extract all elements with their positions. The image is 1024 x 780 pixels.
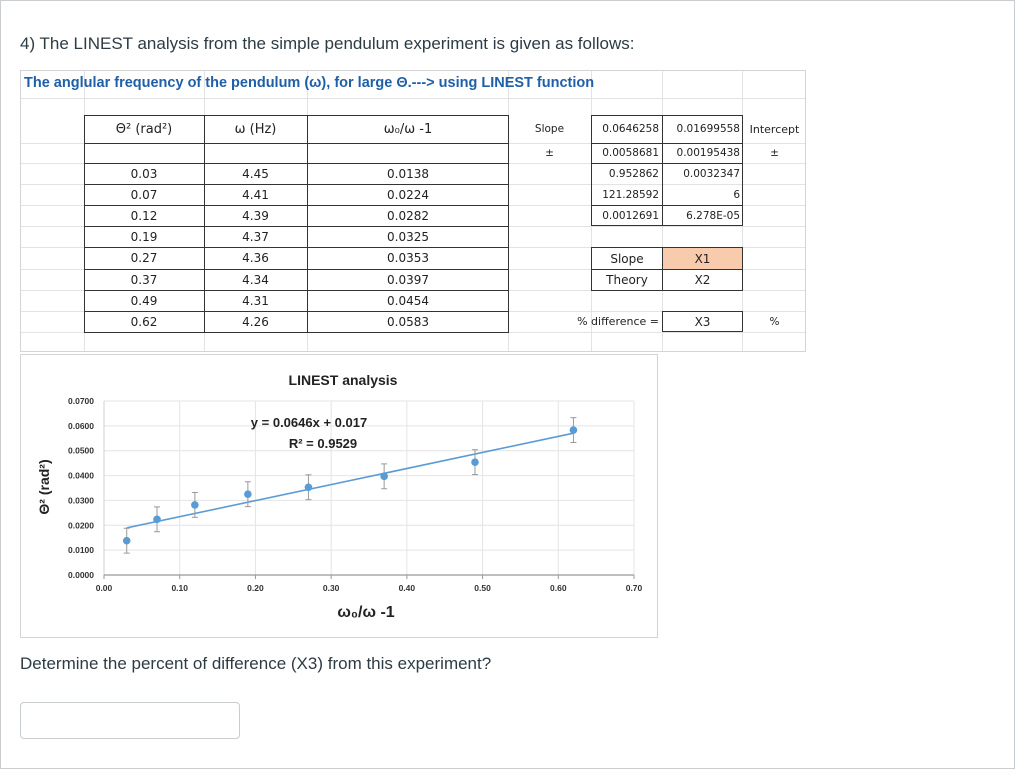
cell-omega-ratio: 0.0224: [387, 187, 429, 202]
data-point: [380, 472, 388, 481]
percent-unit: %: [769, 315, 780, 328]
cell-omega: 4.36: [242, 251, 269, 265]
cell-omega-ratio: 0.0353: [387, 251, 429, 265]
x-axis-label: ω₀/ω -1: [337, 604, 394, 621]
sheet-heading: The anglular frequency of the pendulum (…: [24, 75, 595, 91]
x-tick-label: 0.30: [323, 583, 340, 593]
linest-slope-value: 0.0646258: [602, 123, 659, 135]
y-tick-label: 0.0600: [68, 421, 94, 431]
x-tick-label: 0.10: [171, 583, 188, 593]
cell-theta-squared: 0.49: [130, 293, 158, 308]
cell-theta-squared: 0.62: [130, 314, 158, 329]
chart-title: LINEST analysis: [289, 372, 398, 388]
cell-omega-ratio: 0.0138: [387, 166, 429, 181]
col-header-omega-ratio: ω₀/ω -1: [383, 121, 433, 137]
data-point: [153, 515, 161, 524]
linest-slope-label: Slope: [534, 123, 565, 135]
linest-f-stat: 121.28592: [602, 188, 659, 201]
linest-chart: 0.00 0.10 0.20 0.30 0.40 0.50 0.60 0.70 0.0000 0.…: [20, 354, 658, 638]
trendline-r-squared: R² = 0.9529: [289, 436, 357, 451]
y-tick-label: 0.0300: [68, 495, 94, 505]
y-tick-label: 0.0400: [68, 471, 94, 481]
cell-omega-ratio: 0.0282: [387, 208, 429, 223]
cell-omega-ratio: 0.0325: [387, 229, 429, 244]
y-axis-label: Θ² (rad²): [36, 459, 52, 514]
question-prompt: Determine the percent of difference (X3)…: [20, 654, 492, 673]
y-tick-label: 0.0200: [68, 520, 94, 530]
data-point: [304, 483, 313, 492]
spreadsheet-image: The anglular frequency of the pendulum (…: [20, 70, 806, 352]
compare-slope-label: Slope: [610, 251, 644, 266]
linest-slope-error: 0.0058681: [602, 147, 659, 159]
linest-ss-reg: 0.0012691: [602, 209, 659, 222]
data-point: [569, 426, 578, 434]
data-point: [122, 536, 131, 545]
cell-omega: 4.26: [242, 314, 269, 329]
y-tick-label: 0.0000: [68, 570, 94, 580]
linest-intercept-label: Intercept: [749, 122, 800, 136]
x-tick-label: 0.50: [474, 583, 491, 593]
percent-difference-value: X3: [662, 311, 743, 332]
linest-pm-label: ±: [545, 147, 554, 159]
linest-pm-label-right: ±: [770, 147, 779, 159]
trendline: [126, 432, 574, 529]
cell-theta-squared: 0.03: [130, 166, 158, 181]
cell-theta-squared: 0.12: [130, 208, 158, 223]
cell-omega: 4.41: [242, 187, 269, 202]
answer-input[interactable]: [20, 702, 240, 739]
data-point: [471, 458, 479, 466]
col-header-theta-squared: Θ² (rad²): [115, 121, 173, 137]
cell-omega: 4.34: [242, 272, 269, 287]
linest-df: 6: [733, 188, 740, 201]
compare-slope-value: X1: [663, 248, 742, 269]
x-tick-label: 0.70: [626, 583, 643, 593]
y-tick-label: 0.0100: [68, 545, 94, 555]
y-tick-label: 0.0500: [68, 446, 94, 456]
cell-theta-squared: 0.07: [130, 187, 158, 202]
cell-omega: 4.39: [242, 208, 269, 223]
y-tick-label: 0.0700: [68, 396, 94, 406]
col-header-omega: ω (Hz): [234, 121, 277, 137]
cell-omega: 4.45: [242, 166, 269, 181]
compare-theory-label: Theory: [606, 273, 648, 287]
cell-theta-squared: 0.37: [130, 272, 158, 287]
question-title: 4) The LINEST analysis from the simple p…: [20, 34, 635, 53]
x-tick-label: 0.20: [247, 583, 264, 593]
linest-std-error-y: 0.0032347: [683, 167, 740, 180]
cell-theta-squared: 0.19: [130, 229, 158, 244]
data-point: [244, 490, 252, 499]
cell-omega: 4.37: [242, 229, 269, 244]
linest-intercept-value: 0.01699558: [676, 123, 740, 135]
linest-ss-resid: 6.278E-05: [686, 209, 740, 222]
x-tick-label: 0.00: [96, 583, 113, 593]
linest-intercept-error: 0.00195438: [676, 147, 740, 159]
data-point: [191, 501, 199, 509]
cell-theta-squared: 0.27: [130, 251, 158, 265]
cell-omega: 4.31: [242, 293, 269, 308]
cell-omega-ratio: 0.0397: [387, 272, 429, 287]
cell-omega-ratio: 0.0454: [387, 293, 429, 308]
x-tick-label: 0.60: [550, 583, 567, 593]
chart-canvas: 0.00 0.10 0.20 0.30 0.40 0.50 0.60 0.70 0.0000 0.…: [36, 372, 643, 621]
cell-omega-ratio: 0.0583: [387, 314, 429, 329]
linest-r-squared: 0.952862: [608, 167, 659, 180]
percent-difference-label: % difference =: [577, 315, 659, 328]
trendline-equation: y = 0.0646x + 0.017: [251, 415, 367, 430]
compare-theory-value: X2: [694, 273, 711, 287]
x-tick-label: 0.40: [399, 583, 416, 593]
